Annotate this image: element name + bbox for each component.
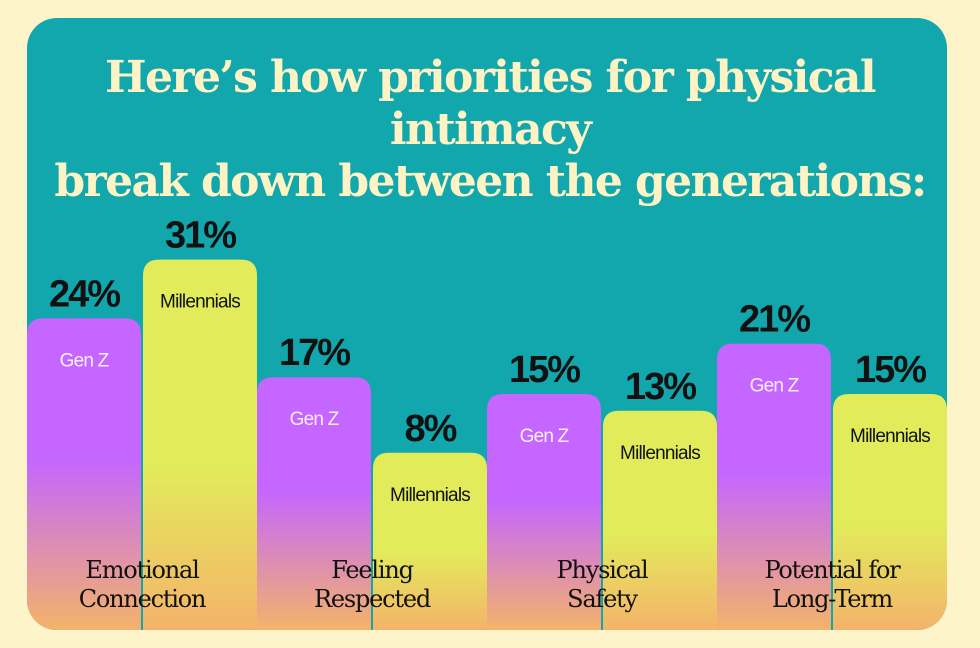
series-label-gen-z-1: Gen Z (60, 350, 110, 371)
value-label-gen-z-4: 21% (739, 299, 810, 341)
bar-millennials-3 (603, 410, 717, 630)
series-label-gen-z-4: Gen Z (750, 376, 800, 397)
series-label-gen-z-3: Gen Z (520, 426, 570, 447)
series-label-millennials-2: Millennials (390, 485, 470, 506)
category-label-2-line-2: Respected (314, 585, 431, 613)
value-label-millennials-1: 31% (165, 215, 236, 257)
bar-millennials-4 (833, 394, 947, 630)
chart-title: Here’s how priorities for physical intim… (0, 52, 980, 208)
bar-millennials-2 (373, 452, 487, 630)
value-label-millennials-3: 13% (625, 366, 696, 408)
series-label-millennials-3: Millennials (620, 443, 700, 464)
bar-gen-z-1 (27, 318, 141, 630)
bar-gen-z-2 (257, 377, 371, 630)
value-label-millennials-2: 8% (405, 408, 457, 450)
category-label-1-line-1: Emotional (85, 556, 199, 584)
value-label-gen-z-1: 24% (49, 273, 120, 315)
category-label-1-line-2: Connection (79, 585, 206, 613)
bar-gen-z-3 (487, 394, 601, 630)
bar-gen-z-4 (717, 343, 831, 630)
title-line-1: Here’s how priorities for physical intim… (105, 52, 877, 155)
category-label-4-line-1: Potential for (764, 556, 901, 584)
category-label-4-line-2: Long-Term (772, 585, 894, 613)
category-label-2-line-1: Feeling (331, 556, 413, 584)
bar-millennials-1 (143, 259, 257, 630)
category-label-3-line-1: Physical (557, 556, 649, 584)
series-label-millennials-1: Millennials (160, 292, 240, 313)
title-line-2: break down between the generations: (54, 156, 927, 207)
value-label-millennials-4: 15% (855, 349, 926, 391)
series-label-millennials-4: Millennials (850, 426, 930, 447)
series-label-gen-z-2: Gen Z (290, 409, 340, 430)
value-label-gen-z-3: 15% (509, 349, 580, 391)
category-label-3-line-2: Safety (567, 585, 638, 613)
value-label-gen-z-2: 17% (279, 332, 350, 374)
